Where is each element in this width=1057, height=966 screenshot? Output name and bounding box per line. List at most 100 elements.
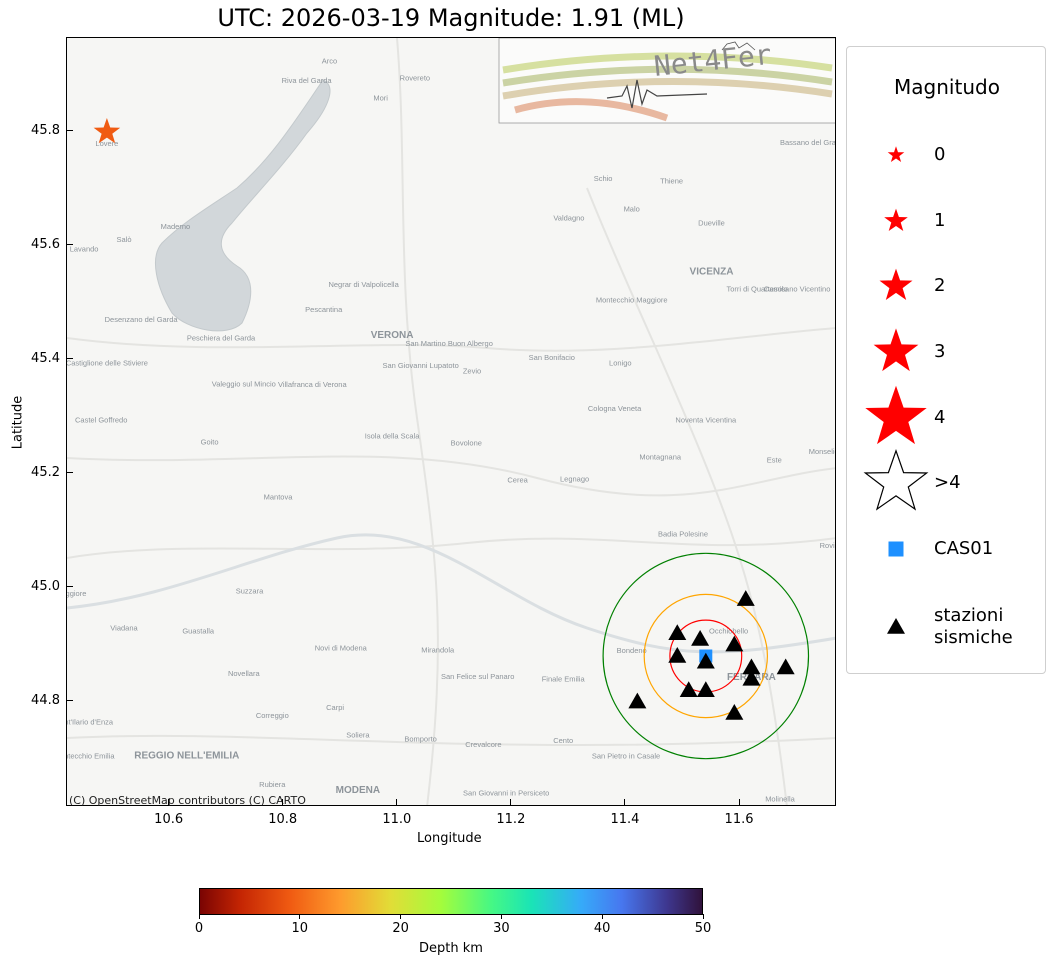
colorbar-tick-label: 10: [291, 921, 309, 936]
seismic-station-marker[interactable]: [742, 658, 761, 675]
seismic-station-marker[interactable]: [736, 590, 755, 606]
map-canvas[interactable]: Arco Riva del Garda Rovereto Mori Lovere Bass…: [67, 38, 836, 806]
place-label: San Bonifacio: [529, 353, 575, 362]
x-tick-mark: [396, 799, 398, 806]
seismic-station-marker[interactable]: [696, 681, 715, 697]
legend-item-label: 0: [934, 144, 946, 165]
road-line: [67, 734, 835, 747]
x-tick-label: 10.8: [268, 812, 298, 827]
place-label: San Martino Buon Albergo: [405, 339, 493, 348]
place-label: Goito: [201, 438, 219, 447]
seismic-station-marker[interactable]: [668, 647, 687, 663]
y-tick-label: 44.8: [31, 692, 60, 708]
legend-item-label: 3: [934, 341, 946, 362]
lake-garda: [154, 79, 331, 332]
place-label: Valeggio sul Mincio: [212, 380, 276, 389]
place-label: Badia Polesine: [658, 529, 708, 538]
legend-star-icon: [865, 385, 927, 445]
seismic-station-marker[interactable]: [725, 635, 744, 652]
seismic-station-marker[interactable]: [725, 704, 744, 720]
place-label: Molinella: [765, 794, 795, 803]
seismic-station-marker[interactable]: [628, 692, 647, 709]
legend-star-icon: [879, 268, 913, 300]
place-label: Rovereto: [400, 74, 430, 83]
x-axis-title: Longitude: [417, 831, 482, 846]
x-tick-mark: [738, 799, 740, 806]
seismic-station-marker[interactable]: [742, 669, 761, 686]
place-label: Lonigo: [609, 359, 632, 368]
colorbar-tick-label: 50: [694, 921, 712, 936]
y-tick-mark: [66, 472, 73, 474]
place-label: San Felice sul Panaro: [441, 672, 514, 681]
place-label: Bassano del Grappa: [780, 138, 836, 147]
x-tick-label: 10.6: [154, 812, 184, 827]
colorbar-tick-mark: [400, 914, 402, 919]
y-tick-mark: [66, 358, 73, 360]
place-label: Mirandola: [421, 646, 455, 655]
place-label: Viadana: [110, 623, 138, 632]
x-tick-mark: [282, 799, 284, 806]
y-tick-label: 45.4: [31, 350, 60, 366]
place-label: Rovigo: [820, 541, 836, 550]
colorbar-tick-label: 30: [493, 921, 510, 936]
legend-star-icon: [873, 328, 919, 372]
place-label: Montagnana: [639, 453, 682, 462]
colorbar-title: Depth km: [419, 941, 483, 956]
x-tick-label: 11.2: [496, 812, 526, 827]
place-label: Castel Goffredo: [75, 416, 127, 425]
legend-item-label: 4: [934, 407, 946, 428]
legend-star-icon: [863, 448, 929, 511]
seismic-station-marker[interactable]: [696, 652, 715, 669]
place-label: San Giovanni in Persiceto: [463, 789, 549, 798]
place-label: VICENZA: [690, 266, 734, 277]
place-label: Lovere: [95, 139, 118, 148]
map-attribution: (C) OpenStreetMap contributors (C) CARTO: [69, 794, 306, 807]
legend-square-icon: [888, 541, 904, 557]
legend-markers: [863, 146, 929, 634]
distance-ring: [602, 552, 810, 760]
place-label: MODENA: [336, 785, 380, 796]
legend-title: Magnitudo: [894, 75, 1000, 99]
place-label: Guastalla: [182, 626, 215, 635]
place-label: Salò: [116, 235, 131, 244]
place-label: Viggiore: [67, 589, 86, 598]
y-tick-label: 45.2: [31, 464, 60, 480]
legend-item-label: CAS01: [934, 538, 994, 559]
place-label: Maderno: [161, 222, 191, 231]
y-tick-mark: [66, 130, 73, 132]
place-label: Novi di Modena: [315, 643, 368, 652]
y-axis-title: Latitude: [10, 395, 26, 450]
place-label: San Pietro in Casale: [592, 752, 660, 761]
river-po: [67, 533, 835, 654]
place-label: Dueville: [698, 218, 725, 227]
place-label: Crevalcore: [465, 740, 501, 749]
place-label: REGGIO NELL'EMILIA: [134, 751, 239, 762]
place-label: Arco: [322, 57, 337, 66]
seismic-station-marker[interactable]: [679, 681, 698, 697]
legend-item-label: 1: [934, 210, 946, 231]
map-panel[interactable]: Arco Riva del Garda Rovereto Mori Lovere Bass…: [66, 37, 836, 806]
colorbar-tick-mark: [500, 914, 502, 919]
colorbar-tick-label: 20: [392, 921, 409, 936]
colorbar-tick-mark: [299, 914, 301, 919]
seismic-station-marker[interactable]: [668, 624, 687, 641]
seismic-station-marker[interactable]: [776, 658, 795, 675]
place-label: Peschiera del Garda: [187, 334, 256, 343]
seismic-station-marker[interactable]: [691, 629, 710, 646]
road-line: [67, 455, 835, 497]
place-label: San Giovanni Lupatoto: [382, 361, 458, 370]
place-label: Carpi: [326, 703, 344, 712]
colorbar-tick-mark: [702, 914, 704, 919]
place-label: Mantova: [264, 492, 294, 501]
place-label: Noventa Vicentina: [675, 416, 737, 425]
x-tick-label: 11.4: [610, 812, 640, 827]
legend-box: Magnitudo 0 1 2 3 4 >4 CAS01 stazioni sismiche: [846, 46, 1046, 674]
place-label: Riva del Garda: [282, 76, 333, 85]
net4fer-logo: Net4Fer: [498, 38, 835, 124]
epicenter-star-marker[interactable]: [93, 118, 121, 144]
place-label: VERONA: [371, 330, 414, 341]
legend-star-icon: [887, 146, 905, 162]
colorbar-tick-label: 40: [593, 921, 611, 936]
y-tick-mark: [66, 244, 73, 246]
legend-star-icon: [884, 208, 908, 231]
